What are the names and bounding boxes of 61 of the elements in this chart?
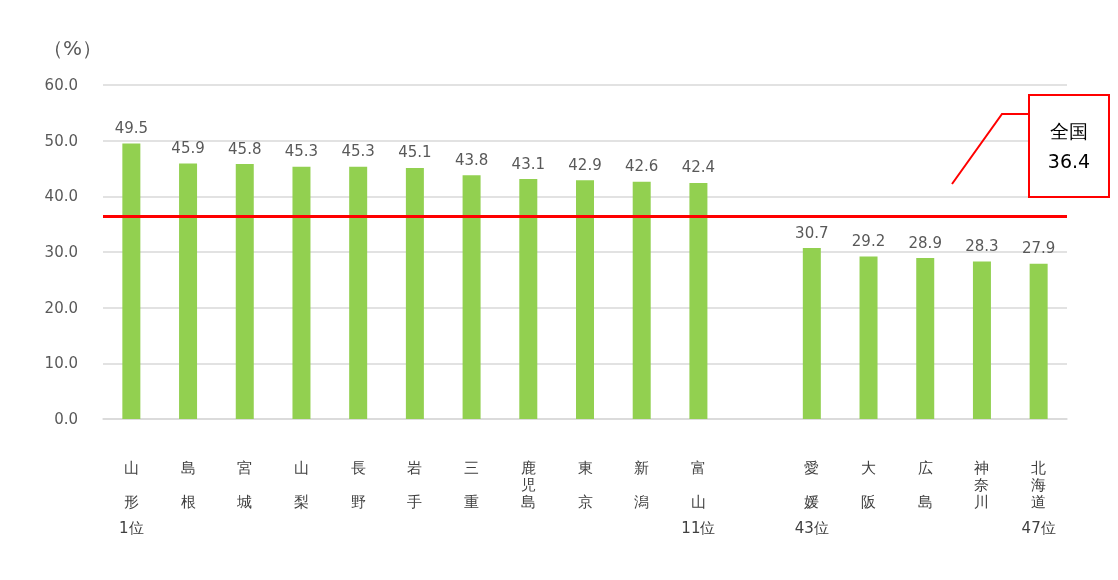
y-axis-title: （%） [43,36,103,60]
text: 47位 [1021,518,1056,537]
data-label: 45.3 [341,142,375,161]
bar [859,256,878,419]
callout-box: 全国 36.4 [1028,94,1110,198]
text: 11位 [681,518,716,537]
data-label: 28.3 [965,236,999,255]
bar [292,166,311,419]
x-tick-label: 大阪 [861,459,877,511]
data-label: 45.1 [398,143,432,162]
data-label: 42.6 [625,157,659,176]
data-label: 42.9 [568,155,602,174]
bar [632,181,651,419]
bar [235,164,254,419]
x-tick-label: 愛媛 [804,459,820,511]
bar [689,182,708,419]
data-label: 42.4 [681,158,716,177]
data-label: 43.1 [511,154,545,173]
bar [405,167,424,419]
data-label: 29.2 [851,231,886,250]
y-tick-label: 10.0 [44,354,78,373]
bar [349,166,368,419]
y-tick-label: 20.0 [44,298,78,317]
bar [179,163,198,419]
data-label: 28.9 [908,233,942,252]
data-label: 45.3 [284,142,319,161]
data-label: 30.7 [795,223,829,242]
x-tick-label: 岩手 [407,459,423,511]
x-tick-label: 神奈川 [974,459,990,511]
text: 43位 [794,518,829,537]
bar [122,143,141,419]
bar [576,180,594,419]
y-tick-label: 60.0 [44,76,78,94]
x-tick-label: 北海道 [1031,459,1047,511]
x-tick-label: 東京 [577,459,593,511]
data-label: 45.8 [228,139,262,158]
bar [916,258,935,419]
bar [802,248,821,419]
y-tick-label: 50.0 [44,131,78,150]
data-label: 49.5 [114,118,149,137]
bar [462,175,481,419]
y-tick-label: 40.0 [44,187,78,206]
y-tick-label: 30.0 [44,243,78,261]
bar [1029,263,1048,419]
x-tick-label: 広島 [917,459,933,511]
y-tick-label: 0.0 [54,410,78,428]
x-tick-label: 山梨 [293,459,309,511]
data-label: 43.8 [454,150,489,169]
bar [972,261,991,419]
x-tick-label: 鹿児島 [520,459,536,511]
x-tick-label: 富山 [690,459,706,511]
x-tick-label: 新潟 [634,459,650,511]
x-tick-label: 長野 [350,459,366,511]
bar [519,179,538,419]
data-label: 45.9 [171,138,205,157]
x-tick-label: 山形 [123,459,139,511]
x-tick-label: 宮城 [236,459,253,511]
data-label: 27.9 [1021,239,1056,258]
x-tick-label: 三重 [464,459,480,511]
x-tick-label: 島根 [180,459,196,511]
text: 1位 [119,518,144,537]
